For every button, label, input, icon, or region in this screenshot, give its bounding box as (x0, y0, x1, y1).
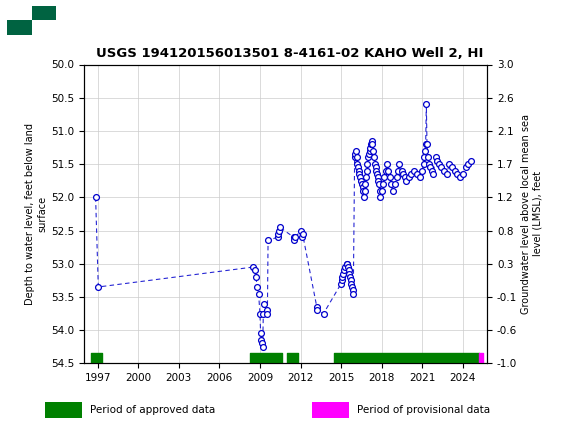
Bar (45, 402, 82, 418)
FancyBboxPatch shape (32, 6, 56, 20)
FancyBboxPatch shape (7, 20, 32, 35)
Y-axis label: Groundwater level above local mean sea
level (LMSL), feet: Groundwater level above local mean sea l… (521, 114, 543, 314)
Text: USGS 194120156013501 8-4161-02 KAHO Well 2, HI: USGS 194120156013501 8-4161-02 KAHO Well… (96, 47, 484, 60)
Text: USGS: USGS (67, 13, 114, 28)
Bar (312, 402, 349, 418)
Text: Period of approved data: Period of approved data (90, 405, 216, 415)
FancyBboxPatch shape (7, 6, 56, 35)
Y-axis label: Depth to water level, feet below land
surface: Depth to water level, feet below land su… (26, 123, 47, 305)
Text: Period of provisional data: Period of provisional data (357, 405, 490, 415)
